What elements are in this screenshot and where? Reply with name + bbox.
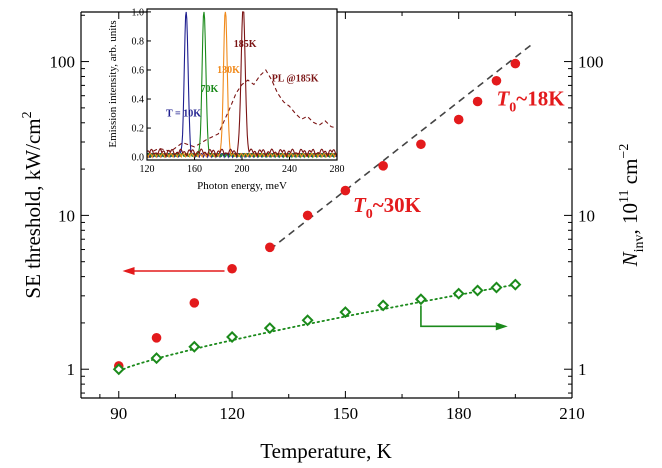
ninv-fit-line (117, 283, 517, 373)
inset-x-axis-title: Photon energy, meV (197, 180, 287, 192)
threshold-point (453, 114, 464, 125)
inset-peak-label: T = 10K (166, 108, 201, 119)
y-axis-title-right-n: N (618, 251, 642, 267)
threshold-point (510, 58, 521, 69)
ninv-point (301, 314, 314, 327)
threshold-point (227, 263, 237, 274)
threshold-point (472, 96, 483, 107)
inset-peak-label: 70K (200, 84, 218, 95)
y-tick-label-right: 1 (578, 360, 587, 379)
threshold-point (265, 242, 275, 253)
y-axis-title-left: SE threshold, kW/cm2 (20, 111, 45, 298)
y-tick-label-right: 100 (578, 53, 604, 72)
t0-annotation: T0~30K (353, 193, 422, 222)
y-tick-label-right: 10 (578, 206, 595, 225)
inset-y-tick-label: 0.0 (132, 153, 145, 164)
ninv-point (188, 340, 201, 353)
y-tick-label-left: 100 (50, 53, 76, 72)
ninv-point (471, 284, 484, 297)
threshold-point (378, 161, 388, 171)
inset-x-tick-label: 120 (140, 164, 155, 175)
threshold-point (302, 210, 313, 221)
ninv-point (414, 293, 427, 306)
y-axis-title-right-sub: inv (632, 234, 647, 252)
ninv-point (226, 330, 239, 344)
x-tick-label: 150 (333, 404, 359, 423)
inset-y-tick-label: 1.0 (132, 7, 145, 18)
threshold-point (340, 185, 351, 196)
y-axis-title-right-mid: , 10 (618, 203, 642, 235)
x-tick-label: 180 (446, 404, 472, 423)
data-points (112, 58, 522, 376)
x-tick-label: 120 (219, 404, 245, 423)
inset-x-tick-label: 200 (235, 164, 250, 175)
fit-lines (117, 41, 535, 373)
main-ticks: 90 120 150 180 210 1 1 10 10 100 100 (50, 12, 604, 423)
y-axis-title-left-main: SE threshold, kW/cm (21, 118, 45, 298)
inset-chart: 120 160 200 240 280 0.0 0.2 0.4 0.6 0.8 1.0 T = 10… (107, 7, 345, 192)
threshold-fit-line (269, 41, 535, 251)
arrow-right-shaft (420, 305, 498, 328)
inset-peak-label: 130K (217, 65, 240, 76)
y-axis-title-right: Ninv, 1011 cm−2 (617, 144, 647, 268)
ninv-point (112, 363, 125, 376)
pl-curve (146, 69, 338, 155)
inset-curves (146, 11, 338, 159)
emission-peak-curve (146, 11, 338, 159)
inset-peak-label: PL @185K (272, 74, 319, 85)
y-axis-title-left-sup: 2 (20, 111, 35, 118)
inset-peak-label: 185K (234, 39, 257, 50)
arrows (122, 267, 508, 331)
inset-y-tick-label: 0.6 (132, 65, 145, 76)
threshold-point (491, 75, 502, 86)
ninv-point (263, 322, 276, 335)
inset-x-tick-label: 240 (282, 164, 297, 175)
threshold-point (416, 139, 426, 150)
y-axis-title-right-sup1: 11 (617, 189, 632, 202)
t0-annotation: T0~18K (496, 86, 565, 115)
inset-frame (146, 8, 338, 161)
arrow-right-head (495, 322, 508, 331)
ninv-point (490, 281, 503, 294)
x-axis-title: Temperature, K (260, 439, 391, 463)
inset-y-tick-label: 0.8 (132, 36, 145, 47)
y-axis-title-right-unit: cm (618, 159, 642, 190)
y-axis-title-right-sup2: −2 (617, 144, 632, 159)
inset-y-axis-title: Emission intensity, arb. units (107, 20, 119, 147)
inset-x-tick-label: 160 (187, 164, 202, 175)
ninv-point (509, 278, 522, 291)
ninv-point (452, 287, 465, 300)
annotations: T0~18K T0~30K (353, 86, 565, 222)
arrow-left-head (122, 267, 135, 276)
x-tick-label: 210 (559, 404, 585, 423)
inset-y-tick-label: 0.2 (132, 124, 145, 135)
threshold-point (151, 333, 162, 343)
inset-y-tick-label: 0.4 (132, 95, 145, 106)
inset-x-tick-label: 280 (330, 164, 345, 175)
ninv-point (150, 352, 163, 365)
ninv-point (377, 299, 390, 312)
y-tick-label-left: 10 (58, 206, 75, 225)
x-tick-label: 90 (110, 404, 127, 423)
y-tick-label-left: 1 (67, 360, 76, 379)
ninv-point (339, 306, 352, 319)
inset-peak-labels: T = 10K 70K 130K 185K PL @185K (166, 39, 319, 120)
threshold-point (189, 298, 200, 308)
